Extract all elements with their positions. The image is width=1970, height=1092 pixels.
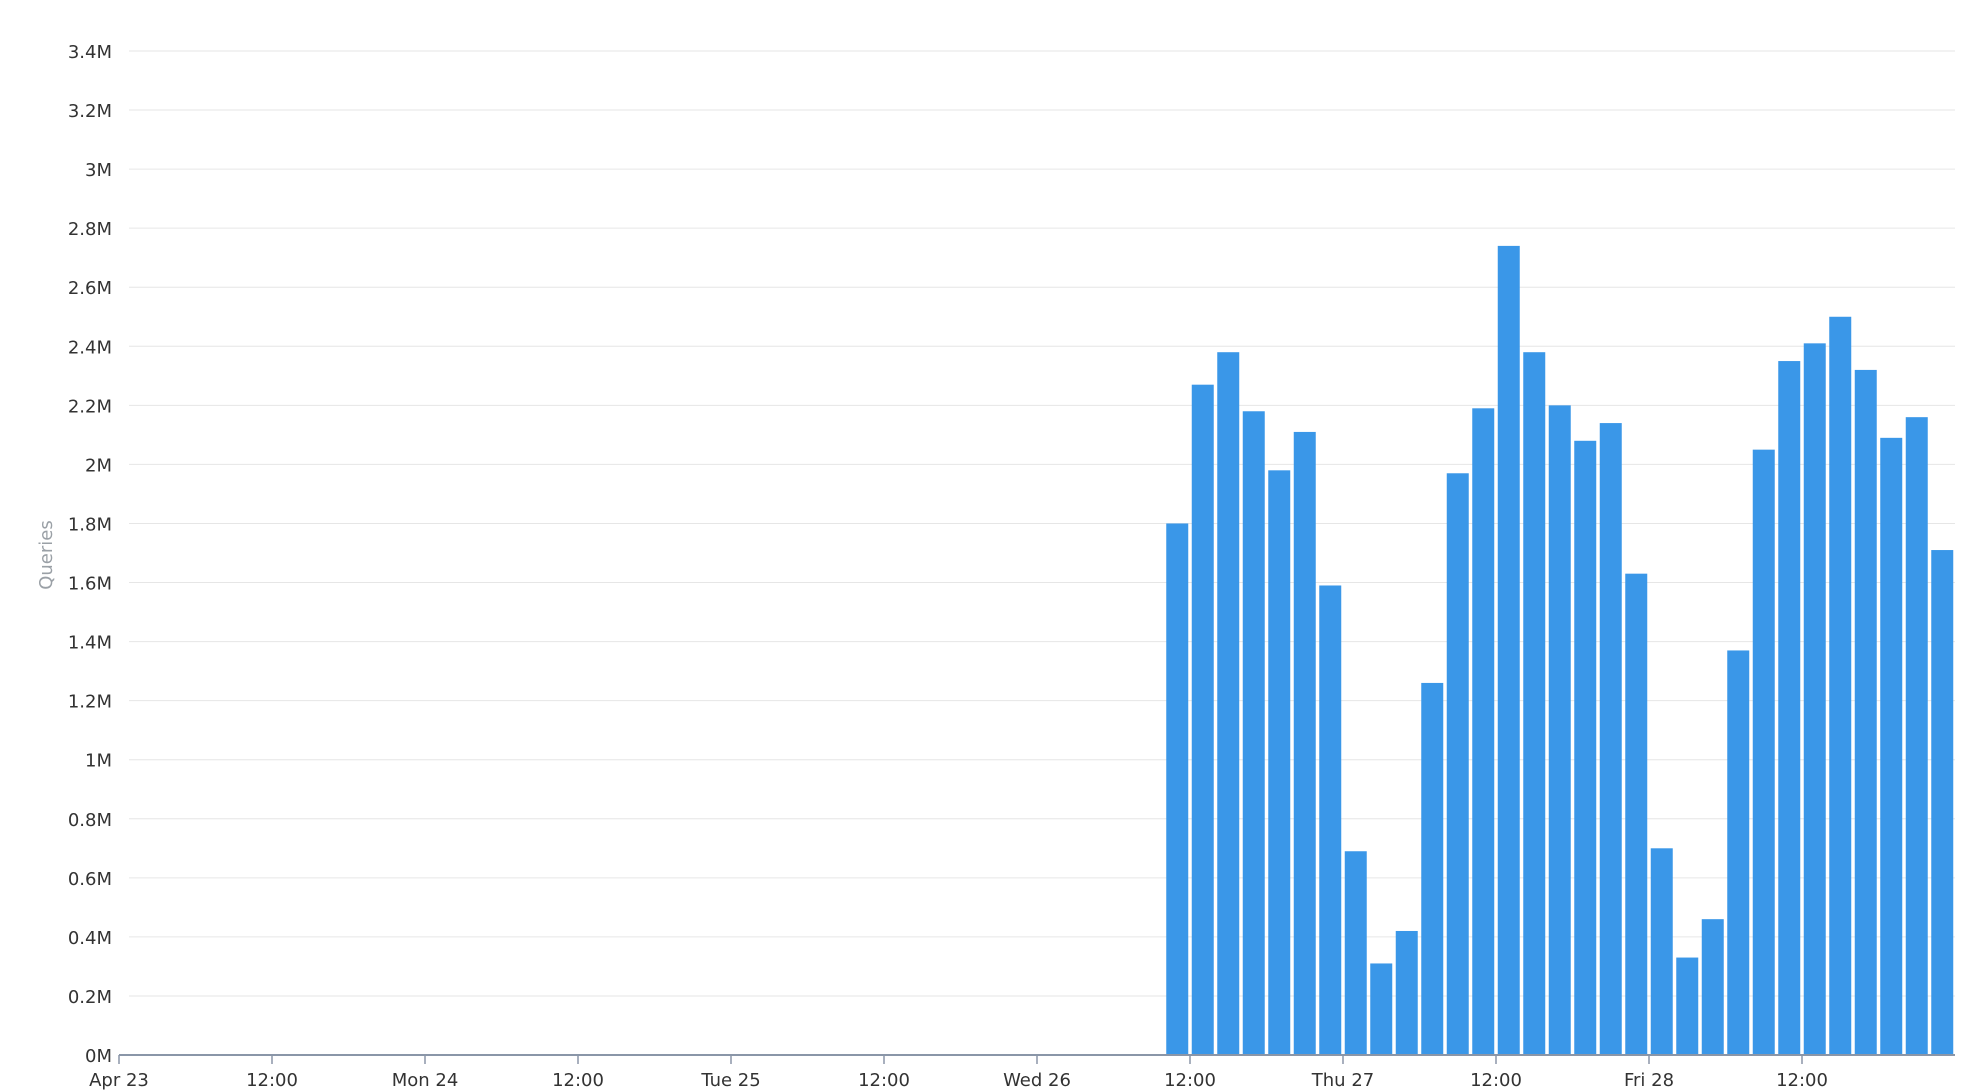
bar	[1523, 352, 1546, 1055]
grid-lines	[129, 50, 1955, 997]
x-tick-label: Tue 25	[700, 1070, 760, 1091]
y-tick-label: 0.6M	[68, 869, 112, 890]
bar	[1625, 573, 1648, 1055]
y-tick-label: 2.8M	[68, 219, 112, 240]
y-tick-label: 0.2M	[68, 987, 112, 1008]
bar	[1217, 352, 1240, 1055]
bar	[1395, 930, 1418, 1055]
y-tick-label: 3M	[85, 160, 112, 181]
y-tick-label: 2.2M	[68, 396, 112, 417]
y-tick-label: 3.2M	[68, 101, 112, 122]
x-tick-label: Mon 24	[392, 1070, 459, 1091]
y-tick-label: 1.8M	[68, 514, 112, 535]
y-tick-label: 1.6M	[68, 574, 112, 595]
bar	[1701, 919, 1724, 1055]
bar	[1676, 957, 1699, 1055]
x-tick-label: 12:00	[1164, 1070, 1216, 1091]
bar	[1574, 440, 1597, 1056]
x-tick-label: 12:00	[552, 1070, 604, 1091]
y-tick-labels: 0M 0.2M 0.4M 0.6M 0.8M 1M 1.2M 1.4M 1.6M 1.8M 2M 2.…	[68, 42, 112, 1067]
bar	[1370, 963, 1393, 1055]
bar	[1242, 411, 1265, 1056]
y-tick-label: 2.6M	[68, 278, 112, 299]
y-tick-label: 2M	[85, 455, 112, 476]
bar	[1803, 343, 1826, 1055]
bar	[1778, 361, 1801, 1055]
axes	[118, 1054, 1955, 1064]
bar	[1854, 369, 1877, 1056]
x-tick-label: Apr 23	[89, 1070, 149, 1091]
y-axis-title: Queries	[36, 520, 57, 590]
bar	[1829, 316, 1852, 1055]
y-tick-label: 1.4M	[68, 633, 112, 654]
y-tick-label: 1.2M	[68, 692, 112, 713]
bar	[1650, 848, 1673, 1055]
x-tick-label: 12:00	[1776, 1070, 1828, 1091]
x-tick-label: Wed 26	[1003, 1070, 1071, 1091]
bar	[1880, 437, 1903, 1055]
bar	[1727, 650, 1750, 1055]
bar	[1191, 384, 1214, 1055]
x-tick-label: 12:00	[858, 1070, 910, 1091]
y-tick-label: 0.8M	[68, 810, 112, 831]
bar	[1497, 245, 1520, 1056]
bar	[1931, 550, 1954, 1055]
x-tick-labels: Apr 23 12:00 Mon 24 12:00 Tue 25 12:00 Wed 26 1…	[89, 1070, 1828, 1091]
bar	[1268, 470, 1291, 1056]
bars	[1166, 245, 1954, 1056]
bar	[1421, 682, 1444, 1055]
bar	[1344, 851, 1367, 1055]
y-tick-label: 0M	[85, 1046, 112, 1067]
x-tick-label: 12:00	[246, 1070, 298, 1091]
bar	[1752, 449, 1775, 1055]
x-tick-label: 12:00	[1470, 1070, 1522, 1091]
bar	[1319, 585, 1342, 1055]
x-tick-label: Fri 28	[1624, 1070, 1674, 1091]
y-tick-label: 1M	[85, 751, 112, 772]
y-tick-label: 3.4M	[68, 42, 112, 63]
bar	[1446, 473, 1469, 1055]
bar	[1548, 405, 1571, 1056]
bar	[1905, 417, 1928, 1056]
bar	[1599, 423, 1622, 1056]
x-tick-label: Thu 27	[1311, 1070, 1374, 1091]
y-tick-label: 0.4M	[68, 928, 112, 949]
bar	[1293, 431, 1316, 1055]
bar	[1166, 523, 1189, 1055]
y-tick-label: 2.4M	[68, 337, 112, 358]
bar	[1472, 408, 1495, 1055]
